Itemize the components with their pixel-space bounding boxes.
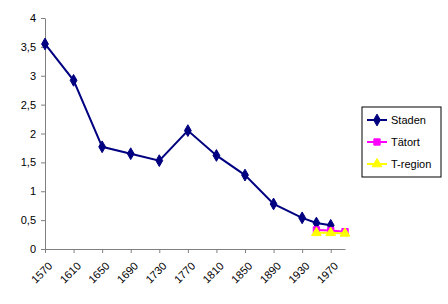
x-tick: 1930 <box>286 249 312 285</box>
y-tick-mark <box>41 76 45 77</box>
y-tick-label: 2 <box>30 128 36 140</box>
x-tick-mark <box>331 249 332 253</box>
y-tick: 0,5 <box>21 214 45 226</box>
x-tick-label: 1970 <box>315 260 341 286</box>
x-tick-label: 1650 <box>86 260 112 286</box>
y-tick: 2,5 <box>21 99 45 111</box>
x-tick: 1890 <box>257 249 283 285</box>
x-tick-label: 1730 <box>143 260 169 286</box>
legend-label: Tätort <box>391 136 420 148</box>
x-tick: 1770 <box>172 249 198 285</box>
y-tick-label: 0 <box>30 243 36 255</box>
x-tick-label: 1690 <box>115 260 141 286</box>
series-marker <box>42 38 49 50</box>
x-tick-mark <box>131 249 132 253</box>
y-tick-mark <box>41 18 45 19</box>
x-tick: 1690 <box>115 249 141 285</box>
y-tick: 1 <box>30 185 45 197</box>
series-marker <box>70 74 77 86</box>
y-tick-mark <box>41 162 45 163</box>
x-tick-label: 1570 <box>29 260 55 286</box>
x-tick-mark <box>45 249 46 253</box>
x-tick: 1650 <box>86 249 112 285</box>
x-tick-mark <box>302 249 303 253</box>
y-tick-mark <box>41 134 45 135</box>
y-tick: 3 <box>30 70 45 82</box>
x-tick-label: 1890 <box>257 260 283 286</box>
chart: 0 0,5 1 1,5 2 2,5 3 3,5 4 15701610165016901730177… <box>0 0 448 304</box>
y-tick: 2 <box>30 128 45 140</box>
x-tick-mark <box>216 249 217 253</box>
y-axis: 0 0,5 1 1,5 2 2,5 3 3,5 4 <box>21 12 46 255</box>
y-tick-label: 2,5 <box>21 99 36 111</box>
legend-box <box>362 107 441 177</box>
y-axis-line <box>45 19 46 250</box>
y-tick: 1,5 <box>21 156 45 168</box>
y-tick: 3,5 <box>21 41 45 53</box>
legend-marker <box>374 139 380 145</box>
y-tick: 4 <box>30 12 45 24</box>
x-tick-label: 1850 <box>229 260 255 286</box>
x-tick: 1970 <box>315 249 341 285</box>
series-marker <box>213 150 220 162</box>
x-tick-label: 1930 <box>286 260 312 286</box>
y-tick-label: 1 <box>30 185 36 197</box>
x-tick-mark <box>188 249 189 253</box>
y-tick-mark <box>41 220 45 221</box>
x-tick: 1730 <box>143 249 169 285</box>
x-tick-mark <box>159 249 160 253</box>
legend-marker <box>372 158 382 166</box>
x-tick: 1570 <box>29 249 55 285</box>
x-tick: 1610 <box>57 249 83 285</box>
series-marker <box>312 227 322 235</box>
series-marker <box>184 125 191 137</box>
series-marker <box>326 227 336 235</box>
y-tick-mark <box>41 191 45 192</box>
x-tick: 1850 <box>229 249 255 285</box>
y-tick-label: 3 <box>30 70 36 82</box>
x-tick-mark <box>245 249 246 253</box>
series-marker <box>270 198 277 210</box>
y-tick: 0 <box>30 243 45 255</box>
x-tick-mark <box>74 249 75 253</box>
x-tick-label: 1610 <box>57 260 83 286</box>
x-axis: 1570161016501690173017701810185018901930… <box>29 249 346 285</box>
series-marker <box>242 169 249 181</box>
plot-area <box>42 38 350 236</box>
y-tick-label: 1,5 <box>21 156 36 168</box>
legend-label: T-region <box>391 158 431 170</box>
series-marker <box>127 148 134 160</box>
series-marker <box>299 212 306 224</box>
y-tick-mark <box>41 249 45 250</box>
y-tick-mark <box>41 105 45 106</box>
series-line <box>45 44 331 225</box>
x-axis-line <box>46 249 346 250</box>
x-tick-label: 1770 <box>172 260 198 286</box>
legend: Staden Tätort T-region <box>362 107 441 177</box>
y-tick-label: 3,5 <box>21 41 36 53</box>
x-tick-mark <box>102 249 103 253</box>
y-tick-label: 4 <box>30 12 36 24</box>
x-tick: 1810 <box>200 249 226 285</box>
series-marker <box>340 228 350 236</box>
series-marker <box>156 155 163 167</box>
x-tick-mark <box>274 249 275 253</box>
y-tick-label: 0,5 <box>21 214 36 226</box>
series-marker <box>99 141 106 153</box>
legend-label: Staden <box>391 114 426 126</box>
x-tick-label: 1810 <box>200 260 226 286</box>
legend-marker <box>374 114 381 126</box>
